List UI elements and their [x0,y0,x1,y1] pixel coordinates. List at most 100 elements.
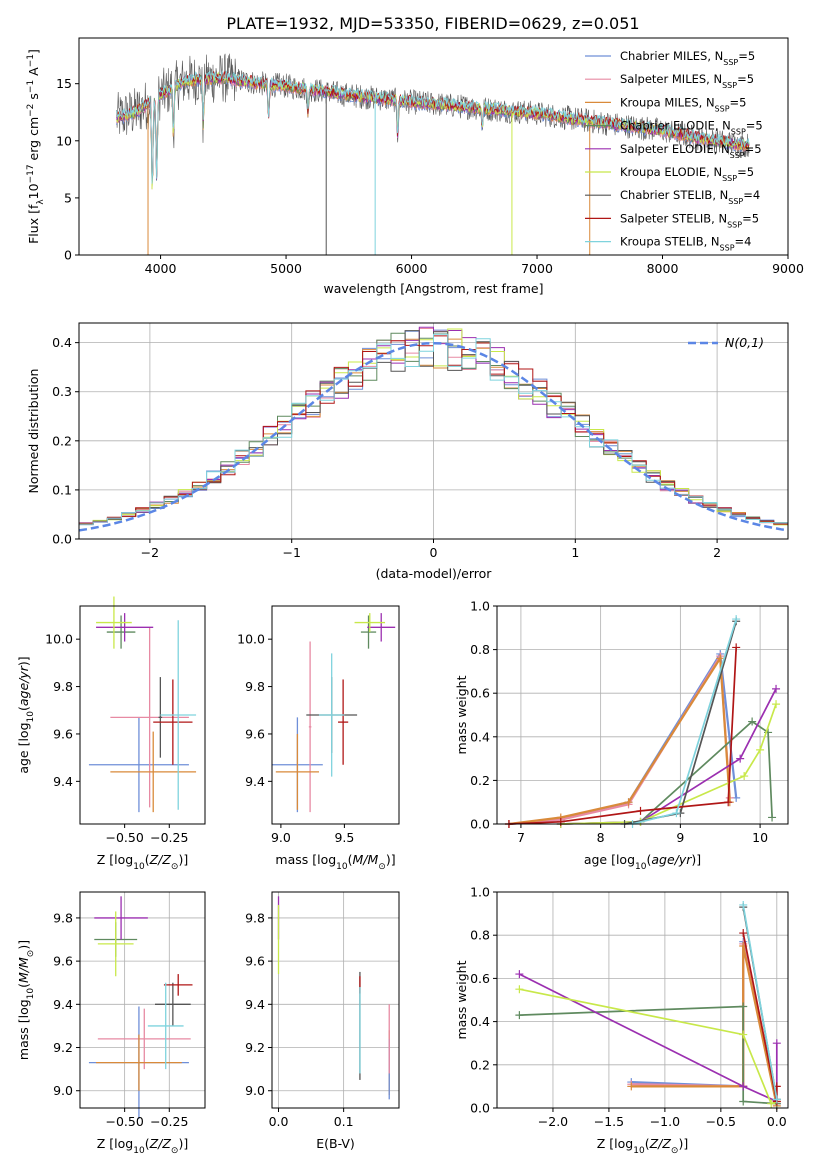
series-salpeter-elodie [556,684,781,828]
y-tick-label: 1.0 [470,885,490,900]
gaussian-reference-curve [79,341,788,532]
x-axis-label: mass [log10(M/M⊙)] [275,852,395,872]
y-tick-label: 9.4 [245,774,265,789]
y-tick-label: 9.0 [53,1083,73,1098]
x-axis-label: (data-model)/error [376,566,493,581]
series-point [739,1002,748,1011]
legend-label: Salpeter STELIB, NSSP=5 [620,211,759,229]
x-tick-label: 7000 [521,261,553,276]
y-tick-label: 0.0 [470,1101,490,1116]
y-tick-label: 9.8 [53,910,73,925]
legend-label: Kroupa STELIB, NSSP=4 [620,235,751,253]
series-point [772,1095,781,1104]
mass-weight-vs-age-panel: 7 8 9 10 0.0 0.2 0.4 0.6 0.8 1.0 age [log10(age/yr… [454,599,789,872]
series-kroupa-elodie [515,985,781,1108]
axes-frame [496,891,789,1109]
series-line [560,703,777,825]
y-axis-label: mass weight [454,960,469,1039]
series-point [716,654,725,663]
mass-vs-ebv-panel: 0.0 0.1 9.0 9.2 9.4 9.6 9.8 E(B-V) [245,891,400,1151]
x-tick-label: 0.1 [334,1114,354,1129]
legend-label: Salpeter MILES, NSSP=5 [620,72,754,90]
series-point [515,1011,524,1020]
y-tick-label: 0.6 [470,971,490,986]
gridlines [80,892,205,1108]
y-tick-label: 10.0 [45,632,73,647]
x-tick-label: −1 [282,545,300,560]
errorbar-salpeter-stelib [338,679,349,765]
mass-weight-lines [515,900,781,1110]
series-point [748,717,757,726]
legend-label: N(0,1) [725,335,764,350]
series-line [631,943,778,1104]
legend-label: Salpeter ELODIE, NSSP=5 [620,142,762,160]
series-line [519,1005,777,1105]
series-point [732,615,741,624]
errorbar-chabrier-stelib [158,677,163,758]
x-axis-label: E(B-V) [316,1136,355,1151]
errorbar-kroupa-stelib [318,653,345,777]
x-tick-label: −0.25 [150,1114,188,1129]
x-axis-label: Z [log10(Z/Z⊙)] [97,852,188,872]
y-tick-label: 0.8 [470,642,490,657]
y-tick-label: 0.2 [52,433,72,448]
x-axis-label: age [log10(age/yr)] [584,852,701,872]
y-tick-label: 9.6 [245,954,265,969]
y-tick-label: 9.8 [245,679,265,694]
errorbar-kroupa-miles [110,731,197,813]
legend-label: Chabrier STELIB, NSSP=4 [620,188,760,206]
residual-histogram-panel: −2 −1 0 1 2 0.0 0.1 0.2 0.3 0.4 (data-model)/error… [26,322,789,581]
series-point [724,798,733,807]
x-tick-label: 9 [676,830,684,845]
mass-vs-metallicity-panel: −0.50 −0.25 9.0 9.2 9.4 9.6 9.8 Z [log10(Z/Z⊙)]… [16,891,206,1156]
errorbar-salpeter-elodie [367,613,396,642]
series-chabrier-miles [504,649,741,828]
errorbar-kroupa-elodie [97,911,134,977]
legend: Chabrier MILES, NSSP=5 Salpeter MILES, NS… [585,49,763,252]
x-tick-label: 1 [571,545,579,560]
errorbar-kroupa-elodie [96,596,132,649]
axes-frame [79,891,206,1109]
axes-frame [271,605,400,825]
mass-weight-lines [504,615,781,828]
series-line [631,941,778,1104]
series-point [636,806,645,815]
series-point [739,1030,748,1039]
histograms [79,326,788,532]
axes-frame [79,605,206,825]
x-tick-label: 0 [430,545,438,560]
errorbar-kroupa-elodie [354,613,386,633]
x-tick-label: 9000 [772,261,804,276]
series-kroupa-miles [504,654,734,828]
series-point [772,684,781,693]
axes-frame [78,37,789,256]
y-tick-label: 0.4 [52,335,72,350]
y-tick-label: 10.0 [237,632,265,647]
x-tick-label: 8000 [647,261,679,276]
series-line [508,654,731,826]
legend-label: Kroupa MILES, NSSP=5 [620,95,746,113]
series-point [624,798,633,807]
y-tick-label: 9.2 [53,1040,73,1055]
series-point [739,1097,748,1106]
series-point [756,745,765,754]
x-tick-label: 9.0 [271,830,291,845]
errorbar-kroupa-stelib [160,620,197,810]
y-tick-label: 9.6 [53,726,73,741]
figure-title: PLATE=1932, MJD=53350, FIBERID=0629, z=0… [226,14,639,33]
series-line [508,652,731,826]
errorbars [88,896,193,1119]
legend-label: Kroupa ELODIE, NSSP=5 [620,165,754,183]
series-line [742,904,778,1100]
x-tick-label: −1.0 [650,1114,680,1129]
y-tick-label: 0.0 [52,532,72,547]
series-point [739,900,748,909]
series-point [767,1099,776,1108]
errorbar-kroupa-stelib [147,982,184,1070]
gridlines [497,605,788,825]
gridlines [272,892,399,1108]
y-tick-label: 1.0 [470,599,490,614]
y-tick-label: 9.8 [245,910,265,925]
series-point [515,985,524,994]
y-tick-label: 9.4 [53,774,73,789]
